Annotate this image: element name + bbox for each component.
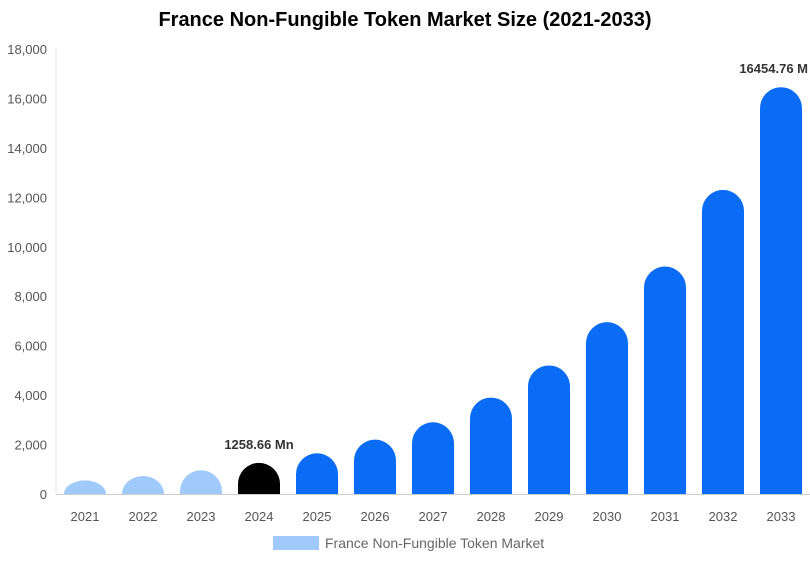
- x-tick-label: 2031: [651, 509, 680, 524]
- bar-2025: [296, 453, 338, 494]
- x-tick-label: 2029: [535, 509, 564, 524]
- bar-2022: [122, 475, 164, 494]
- bar-2032: [702, 189, 744, 494]
- bar-2029: [528, 365, 570, 494]
- bar-2027: [412, 422, 454, 494]
- y-tick-label: 10,000: [7, 240, 47, 255]
- x-tick-label: 2024: [245, 509, 274, 524]
- x-tick-label: 2025: [303, 509, 332, 524]
- bar-2033: [760, 87, 802, 494]
- x-tick-label: 2030: [593, 509, 622, 524]
- y-tick-label: 8,000: [14, 289, 47, 304]
- chart-title: France Non-Fungible Token Market Size (2…: [158, 9, 652, 31]
- y-tick-label: 2,000: [14, 438, 47, 453]
- y-axis: 0 2,000 4,000 6,000 8,000 10,000 12,000 14,000 1…: [7, 42, 57, 502]
- legend: France Non-Fungible Token Market: [273, 535, 544, 551]
- bar-2028: [470, 397, 512, 494]
- legend-label: France Non-Fungible Token Market: [325, 535, 545, 551]
- y-tick-label: 6,000: [14, 339, 47, 354]
- legend-swatch: [273, 536, 319, 550]
- x-tick-label: 2026: [361, 509, 390, 524]
- y-tick-label: 4,000: [14, 388, 47, 403]
- x-tick-label: 2028: [477, 509, 506, 524]
- bar-2026: [354, 439, 396, 494]
- x-tick-label: 2022: [129, 509, 158, 524]
- data-label: 1258.66 Mn: [224, 437, 293, 452]
- y-tick-label: 18,000: [7, 42, 47, 57]
- bar-2024: [238, 462, 280, 494]
- bar-2030: [586, 322, 628, 494]
- bars-group: [64, 87, 802, 494]
- y-tick-label: 14,000: [7, 141, 47, 156]
- x-tick-label: 2023: [187, 509, 216, 524]
- bar-2021: [64, 480, 106, 494]
- bar-2023: [180, 470, 222, 494]
- y-tick-label: 12,000: [7, 190, 47, 205]
- x-tick-label: 2021: [71, 509, 100, 524]
- y-tick-label: 0: [40, 487, 47, 502]
- x-tick-label: 2027: [419, 509, 448, 524]
- y-tick-label: 16,000: [7, 91, 47, 106]
- data-labels-group: 1258.66 Mn 16454.76 M: [224, 61, 808, 452]
- x-tick-label: 2032: [709, 509, 738, 524]
- x-tick-label: 2033: [767, 509, 796, 524]
- x-axis: 2021 2022 2023 2024 2025 2026 2027 2028 2029 2030…: [56, 494, 810, 524]
- data-label: 16454.76 M: [739, 61, 808, 76]
- bar-2031: [644, 266, 686, 494]
